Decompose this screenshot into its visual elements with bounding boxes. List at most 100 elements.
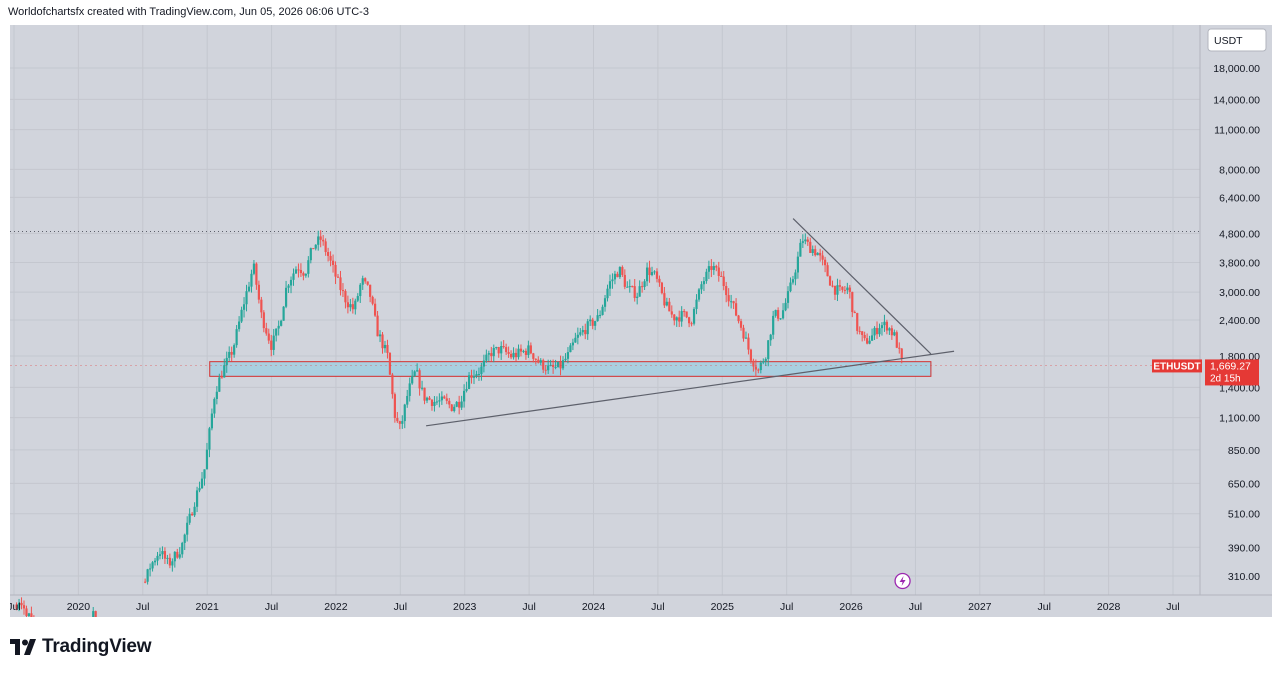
candle-body [680,311,683,322]
candle-body [895,332,898,348]
candle-body [623,274,626,287]
candle-body [356,296,359,301]
x-tick-label: Jul [10,601,21,613]
candle-body [435,401,439,403]
x-tick-label: Jul [909,601,922,613]
candle-body [260,299,263,313]
candle-body [153,560,157,563]
candle-body [94,611,97,617]
candle-body [401,421,404,424]
candle-body [30,613,33,617]
candle-body [158,554,162,556]
x-tick-label: Jul [394,601,407,613]
currency-label: USDT [1214,35,1243,47]
candle-body [235,329,238,346]
candle-body [858,330,861,332]
candle-body [247,286,251,292]
candle-body [425,397,429,401]
candle-body [900,348,903,359]
candlestick-chart[interactable]: 18,000.00 14,000.00 11,000.00 8,000.00 6,400… [10,25,1272,617]
candle-body [166,557,169,559]
candle-body [477,374,481,376]
candle-body [156,555,159,561]
candle-body [552,364,555,368]
currency-box [1207,28,1267,52]
candle-body [373,303,377,316]
y-tick-label: 850.00 [1228,445,1260,457]
brand-name: TradingView [42,636,152,657]
candle-body [472,375,476,378]
x-axis: Jul 2020 Jul 2021 Jul 2022 Jul 2023 Jul 2024 Jul 20… [10,594,1272,613]
candle-body [440,396,443,401]
candle-body [747,337,750,350]
candle-body [532,353,535,359]
y-tick-label: 6,400.00 [1219,192,1260,204]
candle-body [467,375,471,389]
x-tick-label: Jul [651,601,664,613]
candle-body [322,239,325,242]
candle-body [334,264,337,277]
candle-body [749,349,753,361]
candle-body [480,366,483,375]
candle-body [319,236,322,240]
candle-body [245,291,248,305]
candle-body [722,276,725,287]
candle-body [814,249,817,256]
candle-body [312,248,315,250]
candle-body [470,375,473,378]
candle-body [230,351,233,355]
x-tick-label: 2026 [839,601,863,613]
symbol-tag-text: ETHUSDT [1153,361,1200,372]
symbol-tag-box [1152,359,1202,373]
candle-body [448,400,451,405]
candle-body [581,330,584,333]
candle-body [443,396,446,399]
candle-body [220,377,223,379]
candle-body [267,333,270,341]
y-tick-label: 310.00 [1228,571,1260,583]
candle-body [453,406,456,411]
candle-body [579,332,582,335]
candle-body [398,421,401,424]
candle-body [92,611,95,617]
candle-body [707,266,710,272]
candle-body [616,273,619,278]
candle-body [678,317,681,322]
candle-body [868,340,871,344]
candle-body [280,320,283,326]
candle-body [685,311,688,318]
flash-button[interactable] [894,572,911,590]
candle-body [411,376,414,384]
candle-body [598,314,602,316]
candle-body [307,260,310,274]
candle-body [631,286,634,288]
candle-body [178,554,181,558]
candle-body [893,332,896,336]
candle-body [200,478,204,489]
candle-body [544,369,547,371]
chart-plot-area[interactable]: 18,000.00 14,000.00 11,000.00 8,000.00 6,400… [10,25,1272,617]
candle-body [354,300,357,310]
candle-body [225,357,228,366]
candle-body [690,323,693,325]
candle-body [769,334,772,341]
candle-body [888,328,891,331]
support-zone [209,361,932,377]
candle-body [181,542,184,555]
tradingview-logo-icon [10,639,36,655]
x-tick-label: 2020 [67,601,91,613]
candle-body [556,361,560,367]
candle-body [191,513,194,516]
candle-body [371,296,374,304]
y-tick-label: 11,000.00 [1214,125,1260,137]
y-tick-label: 4,800.00 [1219,228,1260,240]
candle-body [423,387,426,401]
candle-body [559,361,562,369]
candle-body [658,278,661,283]
candle-body [702,281,706,285]
candle-body [796,256,799,273]
candle-body [500,346,503,354]
candle-body [853,312,856,314]
x-tick-label: 2028 [1097,601,1121,613]
candle-body [574,337,577,343]
